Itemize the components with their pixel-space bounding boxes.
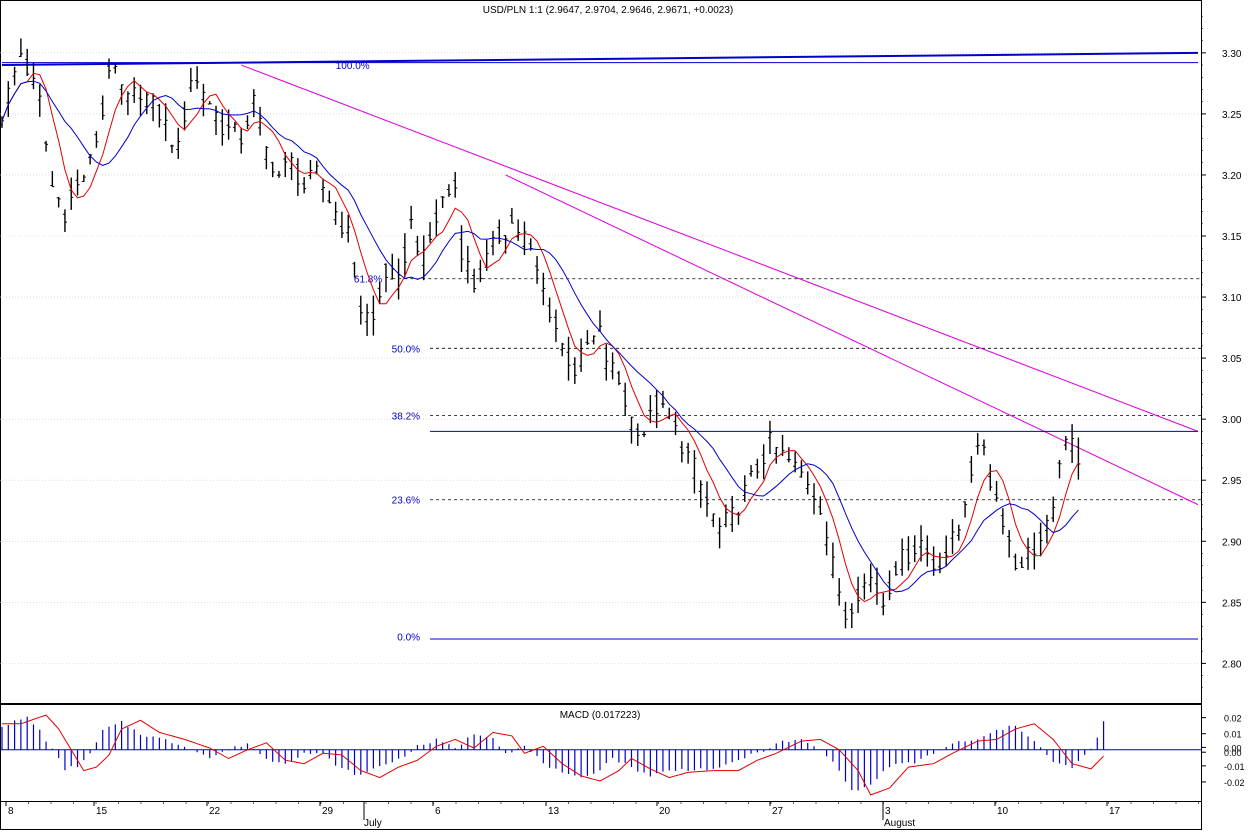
fib-level-label: 23.6% bbox=[392, 496, 420, 507]
price-y-tick-label: 2.85 bbox=[1222, 598, 1242, 609]
x-tick-label: 6 bbox=[435, 806, 441, 817]
macd-title: MACD (0.017223) bbox=[560, 710, 641, 721]
price-y-tick-label: 3.05 bbox=[1222, 354, 1242, 365]
fib-level-label: 61.8% bbox=[354, 275, 382, 286]
fibonacci-levels: 100.0% 61.8% 50.0% 38.2% 23.6% 0.0% bbox=[336, 61, 1201, 644]
month-label-august: August bbox=[884, 818, 915, 829]
macd-signal-line bbox=[2, 714, 1104, 796]
x-tick-label: 3 bbox=[885, 806, 891, 817]
y-axis-ticks: 2.80 2.85 2.90 2.95 3.00 3.05 3.10 3.15 3.20 3.25… bbox=[1201, 15, 1245, 788]
moving-average-slow bbox=[1, 80, 1079, 593]
lower-trendline bbox=[505, 174, 1199, 506]
upper-trendline bbox=[241, 64, 1199, 432]
x-tick-label: 15 bbox=[96, 806, 108, 817]
date-axis-frame bbox=[0, 801, 1202, 830]
fib-level-label: 0.0% bbox=[397, 633, 420, 644]
macd-y-tick-label: -0.01 bbox=[1224, 762, 1245, 772]
price-y-tick-label: 2.80 bbox=[1222, 659, 1242, 670]
moving-averages bbox=[1, 72, 1079, 603]
price-y-tick-label: 2.90 bbox=[1222, 537, 1242, 548]
month-label-july: July bbox=[364, 818, 382, 829]
fib-level-label: 100.0% bbox=[336, 61, 370, 72]
macd-panel-frame bbox=[0, 704, 1202, 802]
x-tick-label: 27 bbox=[772, 806, 784, 817]
x-axis-ticks: 8 15 22 29 6 13 20 27 3 10 17 bbox=[5, 801, 1199, 820]
x-tick-label: 20 bbox=[659, 806, 671, 817]
trendlines bbox=[1, 51, 1199, 640]
moving-average-fast bbox=[1, 72, 1079, 603]
fib-level-label: 38.2% bbox=[392, 411, 420, 422]
price-panel-frame bbox=[0, 0, 1202, 704]
x-tick-label: 10 bbox=[997, 806, 1009, 817]
x-tick-label: 22 bbox=[209, 806, 221, 817]
price-y-tick-label: 3.20 bbox=[1222, 171, 1242, 182]
x-tick-label: 29 bbox=[322, 806, 334, 817]
macd-histogram bbox=[0, 714, 1201, 796]
price-y-tick-label: 3.15 bbox=[1222, 232, 1242, 243]
x-tick-label: 17 bbox=[1109, 806, 1121, 817]
x-tick-label: 13 bbox=[548, 806, 560, 817]
fib-level-label: 50.0% bbox=[392, 344, 420, 355]
price-y-tick-label: 2.95 bbox=[1222, 476, 1242, 487]
price-y-tick-label: 3.25 bbox=[1222, 110, 1242, 121]
macd-y-tick-label: 0.00 bbox=[1224, 748, 1242, 758]
price-y-tick-label: 3.30 bbox=[1222, 49, 1242, 60]
price-y-tick-label: 3.00 bbox=[1222, 415, 1242, 426]
x-tick-label: 8 bbox=[8, 806, 14, 817]
macd-y-tick-label: 0.00 bbox=[1224, 743, 1242, 753]
gridlines bbox=[0, 52, 1201, 664]
macd-y-tick-label: 0.02 bbox=[1224, 714, 1242, 724]
macd-y-tick-label: 0.01 bbox=[1224, 730, 1242, 740]
price-bars bbox=[0, 38, 1081, 629]
chart-title: USD/PLN 1:1 (2.9647, 2.9704, 2.9646, 2.9… bbox=[483, 5, 733, 16]
macd-y-tick-label: -0.02 bbox=[1224, 778, 1245, 788]
price-y-tick-label: 3.10 bbox=[1222, 293, 1242, 304]
